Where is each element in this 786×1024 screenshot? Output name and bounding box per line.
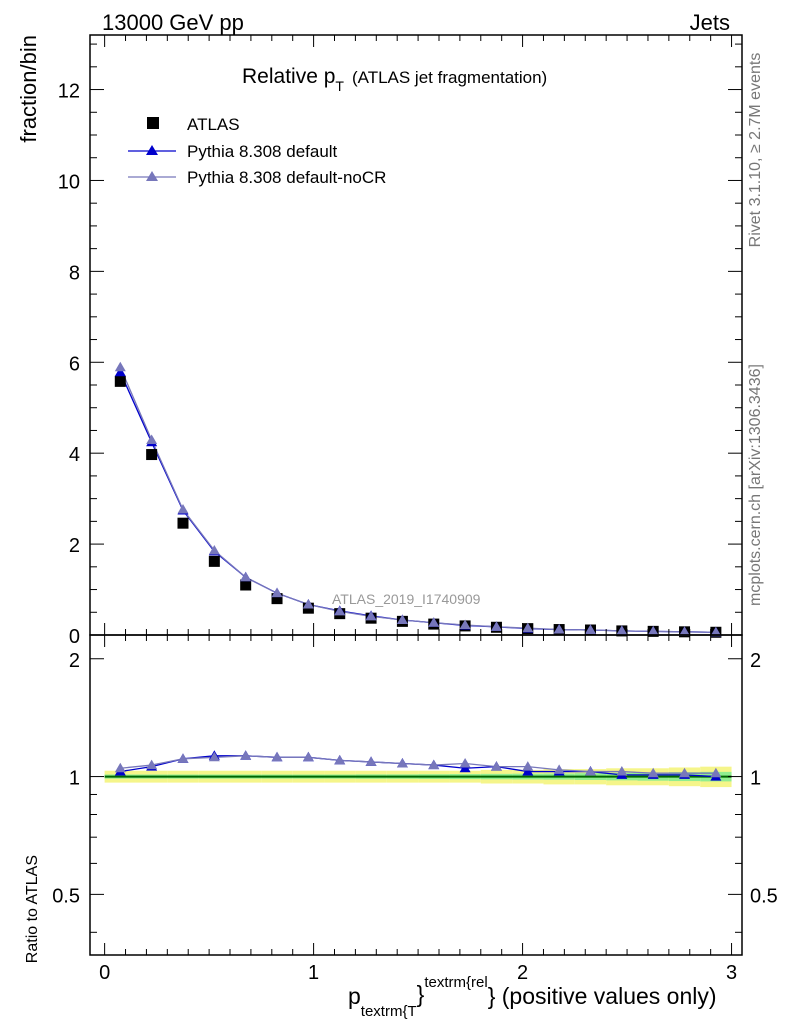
header-left-label: 13000 GeV pp	[102, 10, 244, 35]
x-axis-label: ptextrm{T}textrm{rel} (positive values o…	[348, 974, 717, 1020]
nocr-ratio-point	[522, 761, 534, 771]
atlas-point	[114, 375, 126, 387]
nocr-ratio-point	[490, 761, 502, 771]
nocr-ratio-point	[553, 764, 565, 774]
axis-ticks	[90, 35, 742, 955]
nocr-ratio-point	[240, 750, 252, 760]
nocr-point	[177, 504, 189, 514]
nocr-ratio-point	[365, 756, 377, 766]
data-points	[114, 361, 722, 781]
default-ratio-point	[459, 762, 471, 773]
y-tick-label: 4	[69, 444, 80, 466]
nocr-ratio-point	[146, 759, 158, 770]
atlas-point	[271, 593, 283, 605]
nocr-ratio-point	[302, 751, 314, 762]
analysis-watermark: ATLAS_2019_I1740909	[332, 591, 481, 607]
nocr-point	[553, 624, 565, 634]
nocr-ratio-point	[114, 762, 126, 773]
nocr-ratio-point	[647, 767, 659, 778]
nocr-point	[334, 605, 346, 616]
chart-title: Relative pT (ATLAS jet fragmentation)	[242, 65, 547, 94]
series-lines	[119, 367, 716, 778]
nocr-ratio-point	[428, 759, 440, 770]
nocr-point	[240, 571, 252, 582]
nocr-point	[616, 625, 628, 635]
legend-marker-nocr	[146, 171, 158, 181]
nocr-point	[522, 622, 534, 633]
nocr-point	[114, 361, 126, 372]
nocr-point	[365, 610, 377, 621]
nocr-point	[647, 625, 659, 636]
atlas-point	[240, 579, 252, 591]
x-tick-label: 1	[308, 962, 319, 984]
atlas-point	[177, 517, 189, 529]
nocr-point	[584, 624, 596, 634]
side-label-mcplots: mcplots.cern.ch [arXiv:1306.3436]	[747, 364, 764, 606]
nocr-point	[146, 434, 158, 444]
y-tick-label: 12	[58, 81, 80, 103]
nocr-ratio-point	[616, 766, 628, 776]
atlas-point	[146, 449, 158, 461]
nocr-point	[679, 626, 691, 636]
nocr-ratio-point	[396, 757, 408, 768]
ratio-y-tick-label: 1	[69, 768, 80, 790]
default-point	[114, 366, 126, 377]
y-tick-label: 2	[69, 535, 80, 557]
nocr-point	[208, 544, 220, 555]
nocr-ratio-point	[459, 757, 471, 768]
legend-label-default: Pythia 8.308 default	[187, 142, 338, 161]
y-tick-label: 10	[58, 171, 80, 193]
nocr-ratio-point	[584, 766, 596, 776]
nocr-ratio-point	[710, 767, 722, 778]
legend-label-nocr: Pythia 8.308 default-noCR	[187, 168, 386, 187]
nocr-ratio-point	[271, 751, 283, 762]
legend-label-atlas: ATLAS	[187, 115, 240, 134]
side-label-rivet: Rivet 3.1.10, ≥ 2.7M events	[747, 53, 764, 248]
x-tick-label: 0	[99, 962, 110, 984]
ratio-y-tick-label-right: 1	[750, 768, 761, 790]
ratio-line-nocr	[120, 755, 716, 774]
y-tick-label: 8	[69, 262, 80, 284]
default-ratio-point	[522, 766, 534, 776]
nocr-point	[710, 626, 722, 637]
x-tick-label: 2	[517, 962, 528, 984]
header-right-label: Jets	[690, 10, 730, 35]
legend: ATLAS Pythia 8.308 default Pythia 8.308 …	[128, 115, 386, 187]
nocr-ratio-point	[208, 751, 220, 762]
nocr-point	[271, 587, 283, 598]
legend-marker-default	[146, 145, 158, 155]
nocr-point	[428, 617, 440, 627]
ratio-plot-frame	[89, 634, 743, 956]
nocr-point	[396, 614, 408, 624]
nocr-ratio-point	[334, 754, 346, 765]
nocr-point	[459, 619, 471, 629]
ratio-y-tick-label-right: 0.5	[750, 885, 778, 907]
nocr-point	[490, 621, 502, 631]
nocr-point	[302, 599, 314, 609]
y-axis-label: fraction/bin	[16, 35, 41, 143]
ratio-y-axis-label: Ratio to ATLAS	[24, 855, 41, 963]
atlas-point	[208, 555, 220, 567]
x-tick-label: 3	[726, 962, 737, 984]
ratio-y-tick-label: 2	[69, 650, 80, 672]
ratio-y-tick-label-right: 2	[750, 650, 761, 672]
y-tick-label: 6	[69, 353, 80, 375]
y-tick-label: 0	[69, 626, 80, 648]
ratio-y-tick-label: 0.5	[52, 885, 80, 907]
nocr-ratio-point	[177, 753, 189, 763]
legend-marker-atlas	[147, 117, 159, 129]
nocr-ratio-point	[679, 767, 691, 778]
